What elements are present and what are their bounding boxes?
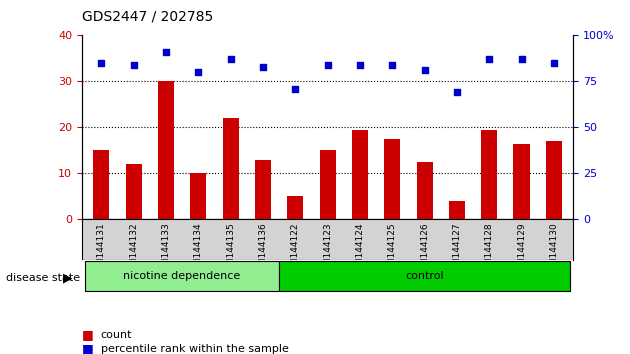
Text: control: control bbox=[405, 271, 444, 281]
Text: percentile rank within the sample: percentile rank within the sample bbox=[101, 344, 289, 354]
Bar bbox=[352, 130, 368, 219]
Bar bbox=[222, 118, 239, 219]
Text: GSM144129: GSM144129 bbox=[517, 223, 526, 278]
Text: GSM144124: GSM144124 bbox=[355, 223, 364, 277]
Bar bbox=[513, 143, 530, 219]
Bar bbox=[255, 160, 271, 219]
Text: GDS2447 / 202785: GDS2447 / 202785 bbox=[82, 9, 213, 23]
Text: GSM144122: GSM144122 bbox=[291, 223, 300, 277]
Point bbox=[517, 57, 527, 62]
Text: GSM144134: GSM144134 bbox=[194, 223, 203, 278]
Bar bbox=[93, 150, 110, 219]
Bar bbox=[319, 150, 336, 219]
Bar bbox=[287, 196, 304, 219]
Point bbox=[96, 60, 106, 66]
Text: nicotine dependence: nicotine dependence bbox=[123, 271, 241, 281]
Text: GSM144123: GSM144123 bbox=[323, 223, 332, 278]
Bar bbox=[158, 81, 174, 219]
Text: GSM144130: GSM144130 bbox=[549, 223, 558, 278]
Bar bbox=[546, 141, 562, 219]
Point bbox=[420, 68, 430, 73]
Text: GSM144131: GSM144131 bbox=[97, 223, 106, 278]
Point bbox=[258, 64, 268, 69]
Bar bbox=[190, 173, 207, 219]
Point bbox=[226, 57, 236, 62]
Text: GSM144128: GSM144128 bbox=[484, 223, 494, 278]
Text: ▶: ▶ bbox=[63, 272, 72, 284]
Point bbox=[290, 86, 301, 92]
Text: ■: ■ bbox=[82, 342, 94, 354]
Point bbox=[387, 62, 398, 68]
Point bbox=[161, 49, 171, 55]
Text: ■: ■ bbox=[82, 328, 94, 341]
Bar bbox=[416, 162, 433, 219]
Text: GSM144136: GSM144136 bbox=[258, 223, 268, 278]
Text: GSM144133: GSM144133 bbox=[161, 223, 171, 278]
Bar bbox=[449, 201, 465, 219]
Text: count: count bbox=[101, 330, 132, 339]
Bar bbox=[125, 164, 142, 219]
Point bbox=[193, 69, 203, 75]
Point bbox=[323, 62, 333, 68]
Bar bbox=[481, 130, 497, 219]
Text: GSM144135: GSM144135 bbox=[226, 223, 235, 278]
Text: GSM144126: GSM144126 bbox=[420, 223, 429, 278]
Text: GSM144127: GSM144127 bbox=[452, 223, 461, 278]
Point bbox=[355, 62, 365, 68]
Point bbox=[452, 90, 462, 95]
Bar bbox=[279, 261, 570, 291]
Text: GSM144132: GSM144132 bbox=[129, 223, 138, 278]
Bar bbox=[85, 261, 279, 291]
Point bbox=[129, 62, 139, 68]
Bar bbox=[384, 139, 400, 219]
Text: disease state: disease state bbox=[6, 273, 81, 283]
Text: GSM144125: GSM144125 bbox=[387, 223, 397, 278]
Point bbox=[484, 57, 495, 62]
Point bbox=[549, 60, 559, 66]
